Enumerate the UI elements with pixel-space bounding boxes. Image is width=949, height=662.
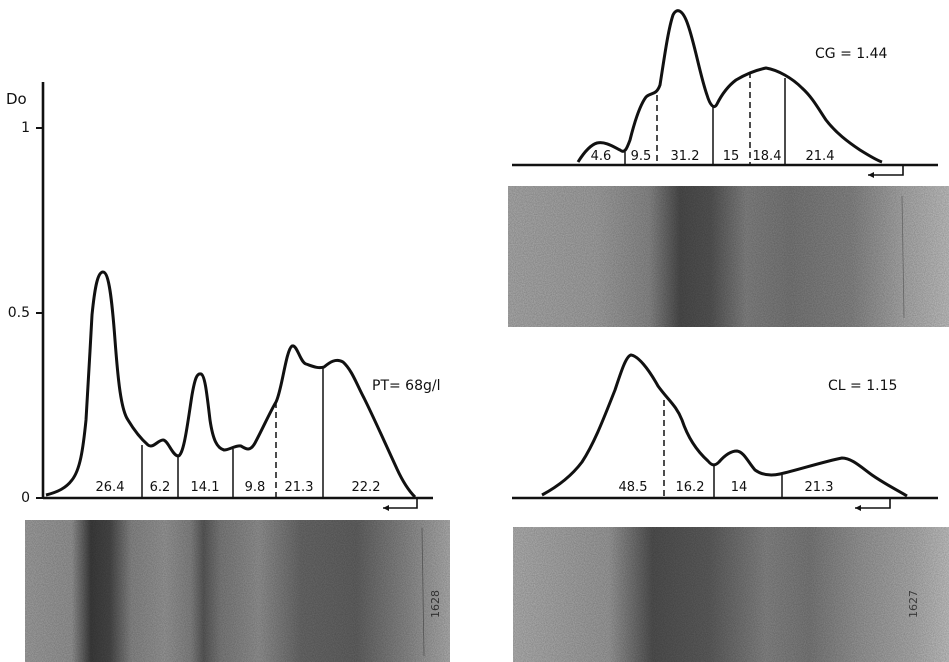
y-tick-label: 0.5	[8, 305, 30, 321]
main-gel-strip: 1628	[25, 520, 450, 662]
fraction-values-cl: 48.5 16.2 14 21.3	[619, 480, 834, 495]
fraction-value: 14	[731, 480, 748, 495]
cl-ratio-label: CL = 1.15	[828, 378, 897, 394]
density-curve	[45, 270, 417, 499]
y-tick-label: 1	[21, 120, 30, 136]
total-protein-label: PT= 68g/l	[372, 378, 440, 394]
strip-label-cl: 1627	[907, 590, 920, 618]
fraction-value: 31.2	[671, 149, 700, 164]
density-curve-cl	[541, 353, 908, 498]
fraction-value: 15	[723, 149, 740, 164]
density-curve-cg	[576, 9, 883, 164]
y-tick-label: 0	[21, 490, 30, 506]
fraction-value: 16.2	[676, 480, 705, 495]
strip-label: 1628	[429, 590, 442, 618]
fraction-values: 26.4 6.2 14.1 9.8 21.3 22.2	[96, 480, 381, 495]
direction-hook-cl	[855, 498, 891, 509]
fraction-value: 22.2	[352, 480, 381, 495]
cl-gel-strip: 1627	[513, 527, 949, 662]
fraction-separators-cg	[624, 72, 786, 165]
y-axis-label: Do	[6, 90, 27, 108]
cl-densitogram: 48.5 16.2 14 21.3 CL = 1.15	[512, 353, 938, 511]
fraction-separators	[141, 367, 324, 498]
fraction-value: 21.3	[285, 480, 314, 495]
cg-densitogram: 4.6 9.5 31.2 15 18.4 21.4 CG = 1.44	[512, 9, 938, 178]
y-ticks: 00.51	[8, 120, 43, 506]
direction-hook	[383, 498, 418, 509]
fraction-value: 48.5	[619, 480, 648, 495]
fraction-value: 6.2	[150, 480, 171, 495]
main-densitogram: Do 00.51 26.4 6.2 14.1 9.8 21.3 22.2 PT= 68g/…	[6, 82, 440, 511]
fraction-value: 9.5	[631, 149, 652, 164]
fraction-separators-cl	[663, 400, 783, 498]
fraction-value: 21.4	[806, 149, 835, 164]
direction-hook-cg	[868, 165, 904, 176]
cg-gel-strip	[508, 186, 949, 327]
fraction-value: 14.1	[191, 480, 220, 495]
cg-ratio-label: CG = 1.44	[815, 46, 888, 62]
fraction-value: 26.4	[96, 480, 125, 495]
fraction-value: 4.6	[591, 149, 612, 164]
direction-arrow-cg	[868, 172, 874, 178]
direction-arrow	[383, 505, 389, 511]
fraction-values-cg: 4.6 9.5 31.2 15 18.4 21.4	[591, 149, 835, 164]
fraction-value: 21.3	[805, 480, 834, 495]
fraction-value: 18.4	[753, 149, 782, 164]
fraction-value: 9.8	[245, 480, 266, 495]
direction-arrow-cl	[855, 505, 861, 511]
